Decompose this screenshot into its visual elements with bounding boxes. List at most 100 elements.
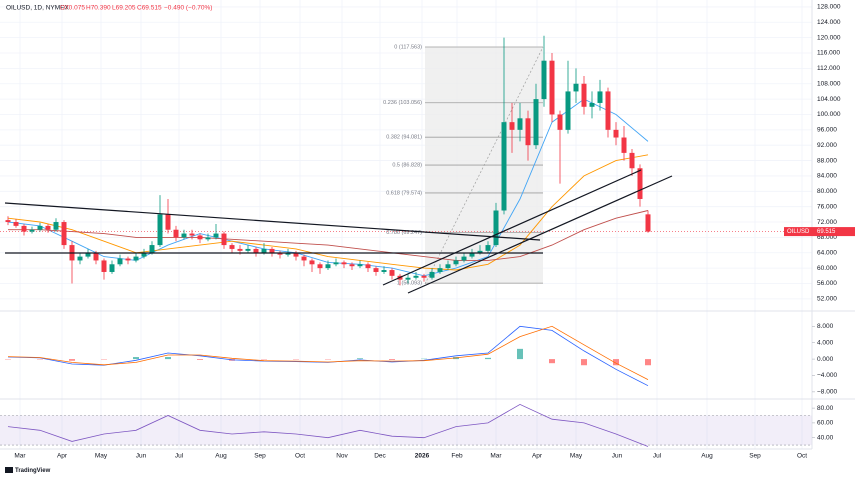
fib-trend <box>424 46 544 285</box>
candle-body <box>405 277 411 280</box>
x-tick-label: May <box>95 453 108 460</box>
trendline <box>382 169 642 286</box>
y-tick-label: 84.000 <box>817 173 837 180</box>
x-tick-label: Apr <box>532 453 543 460</box>
y-tick-label: 68.000 <box>817 234 837 241</box>
axes: 128.000 124.000 120.000 116.000 112.000 108.0… <box>14 4 855 460</box>
watermark: TradingView <box>5 467 51 474</box>
y-tick-label: 60.000 <box>817 265 837 272</box>
candle-body <box>621 137 627 153</box>
candle-body <box>165 214 171 230</box>
close: C69.515 <box>137 5 162 12</box>
candle-body <box>317 264 323 269</box>
x-tick-label: Aug <box>215 453 227 460</box>
y-tick-label: 80.00 <box>817 405 834 412</box>
candle-body <box>365 264 371 269</box>
x-tick-label: Mar <box>14 453 26 460</box>
open: O70.075 <box>60 5 85 12</box>
trendline <box>407 175 673 294</box>
candle-body <box>277 252 283 255</box>
y-tick-label: 88.000 <box>817 157 837 164</box>
fib-label: 0.236 (103.056) <box>383 100 422 106</box>
macd-histogram <box>613 359 619 366</box>
y-tick-label: −4.000 <box>817 372 837 379</box>
price-tag-value: 69.515 <box>817 229 836 235</box>
fib-label: 0 (117.563) <box>394 44 422 50</box>
x-tick-label: 2026 <box>415 453 430 460</box>
moving-average <box>7 154 649 271</box>
macd-histogram <box>485 357 491 360</box>
y-tick-label: 76.000 <box>817 203 837 210</box>
candle-body <box>293 252 299 257</box>
candle-body <box>205 237 211 240</box>
y-tick-label: 4.000 <box>817 339 834 346</box>
y-tick-label: 80.000 <box>817 188 837 195</box>
candle-body <box>525 118 531 146</box>
y-tick-label: 52.000 <box>817 296 837 303</box>
candle-body <box>101 260 107 272</box>
x-tick-label: Jun <box>136 453 147 460</box>
candle-body <box>245 248 251 251</box>
candle-body <box>173 229 179 238</box>
x-tick-label: Sep <box>749 453 761 460</box>
candles <box>5 35 651 286</box>
y-tick-label: 96.000 <box>817 127 837 134</box>
rsi-band <box>0 415 812 446</box>
candle-body <box>445 264 451 269</box>
change: −0.490 (−0.70%) <box>164 5 212 12</box>
y-tick-label: −8.000 <box>817 389 837 396</box>
fib-label: 0.5 (86.828) <box>392 163 422 169</box>
logo <box>5 467 13 473</box>
candle-body <box>309 260 315 265</box>
macd-signal <box>7 325 649 380</box>
y-tick-label: 100.000 <box>817 111 841 118</box>
candle-body <box>77 256 83 261</box>
candle-body <box>125 258 131 261</box>
candle-body <box>269 248 275 253</box>
fib-label: 0.786 (69.247) <box>386 230 422 236</box>
candle-body <box>549 60 555 115</box>
trendlines <box>4 169 673 294</box>
candle-body <box>565 91 571 130</box>
candle-body <box>581 83 587 107</box>
candle-body <box>301 256 307 261</box>
candle-body <box>501 122 507 211</box>
macd-histogram <box>357 358 363 360</box>
candle-body <box>21 225 27 232</box>
candle-body <box>237 248 243 251</box>
price-tag-bg <box>784 227 855 237</box>
y-tick-label: 128.000 <box>817 4 841 11</box>
candle-body <box>453 260 459 265</box>
x-tick-label: Oct <box>797 453 807 460</box>
candle-body <box>157 214 163 246</box>
candle-body <box>469 252 475 257</box>
candle-body <box>141 252 147 257</box>
candle-body <box>613 129 619 138</box>
candle-body <box>189 233 195 236</box>
y-tick-label: 60.00 <box>817 420 834 427</box>
x-tick-label: May <box>570 453 583 460</box>
candle-body <box>637 168 643 199</box>
candle-body <box>221 233 227 246</box>
rsi-line <box>7 403 649 447</box>
y-tick-label: 40.00 <box>817 434 834 441</box>
trendline <box>4 202 541 241</box>
x-tick-label: Dec <box>374 453 386 460</box>
y-tick-label: 72.000 <box>817 219 837 226</box>
candle-body <box>61 222 67 246</box>
candle-body <box>333 262 339 265</box>
candle-body <box>13 222 19 226</box>
x-tick-label: Aug <box>701 453 713 460</box>
y-tick-label: 56.000 <box>817 280 837 287</box>
candle-body <box>253 248 259 253</box>
candle-body <box>461 256 467 261</box>
candle-body <box>485 245 491 251</box>
y-tick-label: 116.000 <box>817 50 840 57</box>
macd-histogram <box>69 359 75 361</box>
moving-average <box>8 210 649 261</box>
y-tick-label: 124.000 <box>817 19 841 26</box>
macd-histogram <box>645 359 651 366</box>
price-tag-symbol: OILUSD <box>787 229 810 235</box>
macd-histogram <box>581 359 587 366</box>
candle-body <box>181 233 187 238</box>
